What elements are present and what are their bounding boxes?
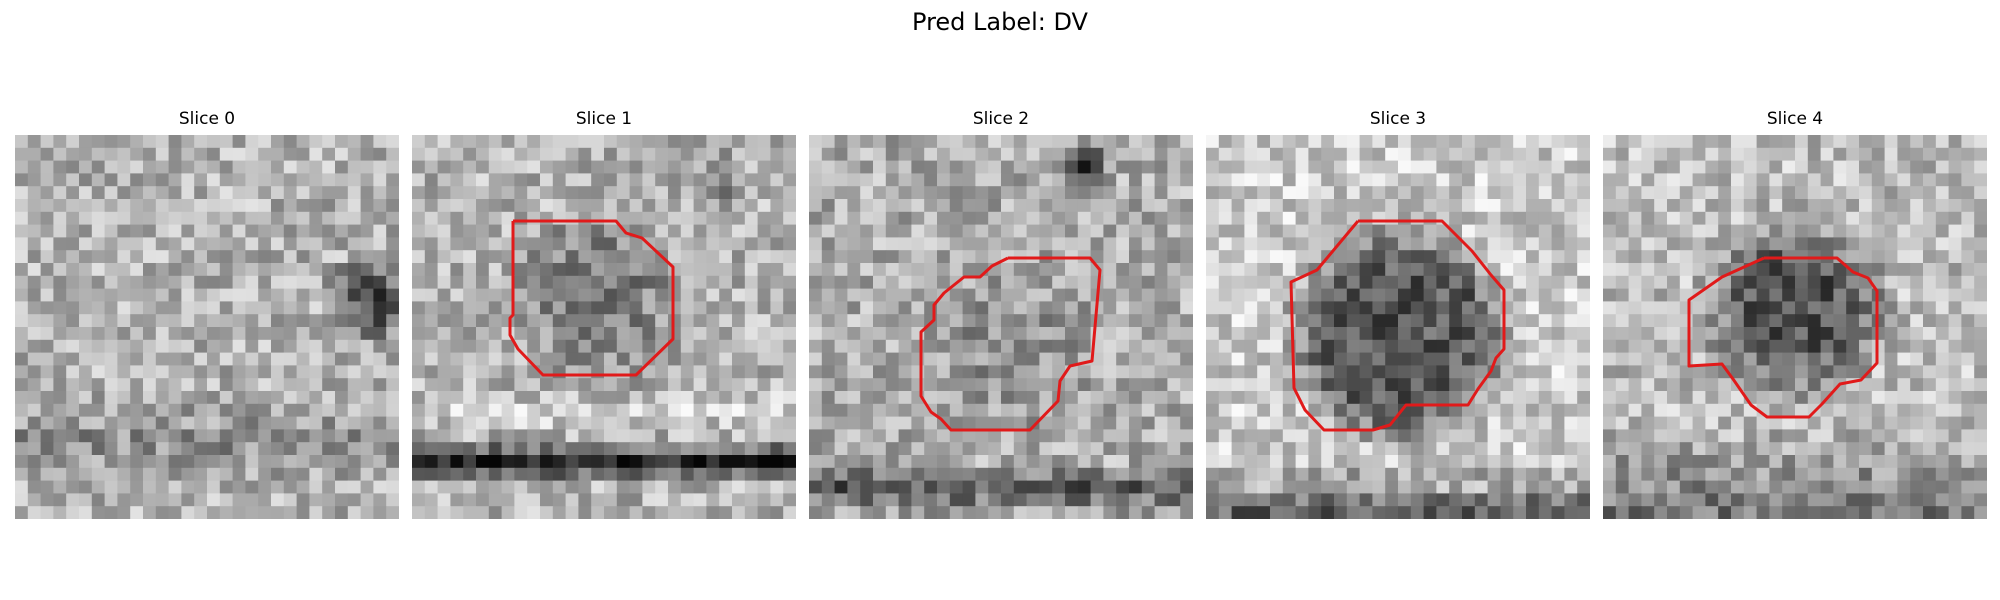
slice-title: Slice 4: [1766, 109, 1824, 129]
slice-panel-0: Slice 0: [15, 108, 399, 519]
figure-title: Pred Label: DV: [912, 8, 1088, 36]
slice-panel-1: Slice 1: [412, 108, 796, 519]
segmentation-contour: [919, 256, 1102, 432]
segmentation-contour: [1687, 256, 1879, 419]
grayscale-pixel-grid: [1206, 135, 1590, 519]
segmentation-contour: [508, 219, 675, 377]
slice-image: [809, 135, 1193, 519]
slice-title: Slice 2: [972, 109, 1030, 129]
slice-panel-2: Slice 2: [809, 108, 1193, 519]
slice-title: Slice 0: [178, 109, 236, 129]
grayscale-pixel-grid: [1603, 135, 1987, 519]
grayscale-pixel-grid: [809, 135, 1193, 519]
slice-panel-4: Slice 4: [1603, 108, 1987, 519]
grayscale-pixel-grid: [15, 135, 399, 519]
slice-image: [1206, 135, 1590, 519]
slice-image: [1603, 135, 1987, 519]
slice-image: [15, 135, 399, 519]
slice-panel-3: Slice 3: [1206, 108, 1590, 519]
slice-title: Slice 1: [575, 109, 633, 129]
grayscale-pixel-grid: [412, 135, 796, 519]
slice-image: [412, 135, 796, 519]
segmentation-contour: [1289, 219, 1506, 432]
slice-title: Slice 3: [1369, 109, 1427, 129]
